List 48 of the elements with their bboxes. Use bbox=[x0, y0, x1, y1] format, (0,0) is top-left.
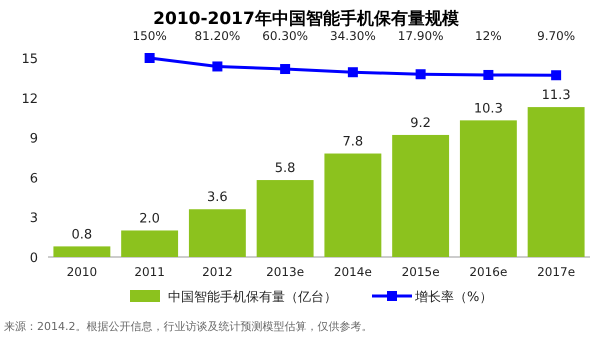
point bbox=[551, 70, 562, 80]
source-note: 来源：2014.2。根据公开信息，行业访谈及统计预测模型估算，仅供参考。 bbox=[4, 320, 372, 333]
data-label: 34.30% bbox=[330, 29, 376, 43]
legend-label: 中国智能手机保有量（亿台） bbox=[168, 290, 337, 305]
data-label: 10.3 bbox=[474, 101, 503, 116]
y-tick-label: 9 bbox=[30, 132, 38, 147]
legend-label: 增长率（%） bbox=[414, 289, 492, 305]
x-tick-label: 2013e bbox=[266, 265, 304, 279]
y-tick-label: 6 bbox=[30, 171, 38, 186]
data-label: 9.70% bbox=[537, 29, 576, 43]
data-label: 9.2 bbox=[410, 116, 431, 131]
point bbox=[144, 53, 155, 63]
data-label: 17.90% bbox=[398, 29, 444, 43]
data-label: 7.8 bbox=[342, 134, 364, 150]
data-label: 0.8 bbox=[72, 227, 92, 242]
point bbox=[483, 70, 494, 80]
data-label: 3.6 bbox=[207, 190, 228, 206]
y-tick-label: 12 bbox=[21, 92, 38, 107]
x-tick-label: 2017e bbox=[537, 265, 576, 279]
bar bbox=[188, 209, 246, 257]
bar bbox=[392, 134, 450, 257]
bar bbox=[460, 120, 517, 257]
y-tick-label: 3 bbox=[30, 211, 38, 226]
x-tick-label: 2014e bbox=[334, 265, 372, 279]
data-label: 12% bbox=[475, 29, 502, 43]
data-label: 150% bbox=[132, 29, 167, 43]
y-tick-label: 15 bbox=[21, 52, 38, 67]
point bbox=[280, 64, 290, 74]
data-label: 11.3 bbox=[542, 88, 571, 104]
bar bbox=[256, 180, 314, 257]
y-tick-label: 0 bbox=[30, 251, 38, 266]
data-label: 81.20% bbox=[194, 29, 240, 43]
bar bbox=[53, 246, 110, 257]
x-tick-label: 2016e bbox=[469, 265, 508, 279]
bar bbox=[121, 230, 178, 257]
point bbox=[212, 61, 222, 72]
bar bbox=[324, 154, 382, 257]
data-label: 2.0 bbox=[139, 211, 160, 226]
x-tick-label: 2015e bbox=[402, 265, 440, 279]
data-label: 60.30% bbox=[262, 29, 308, 43]
x-tick-label: 2012 bbox=[202, 265, 233, 279]
point bbox=[416, 69, 426, 80]
x-tick-label: 2011 bbox=[134, 265, 165, 279]
chart-title: 2010-2017年中国智能手机保有量规模 bbox=[153, 9, 459, 29]
point bbox=[348, 67, 358, 78]
data-label: 5.8 bbox=[274, 161, 296, 176]
bar bbox=[528, 107, 585, 257]
x-tick-label: 2010 bbox=[66, 265, 98, 279]
